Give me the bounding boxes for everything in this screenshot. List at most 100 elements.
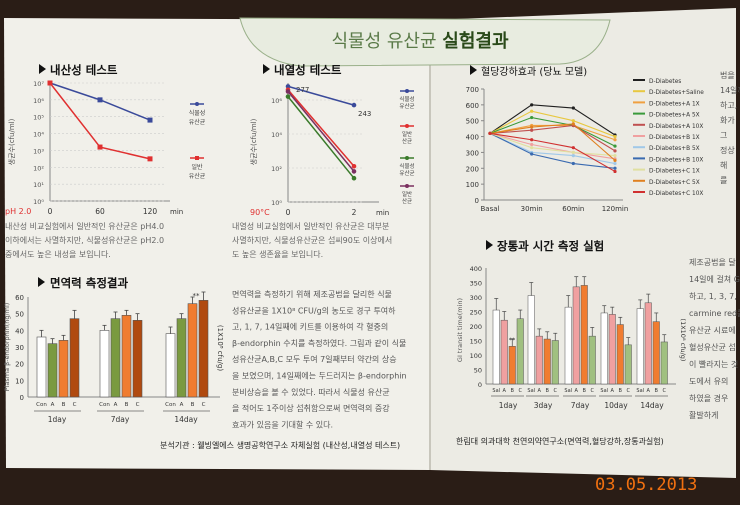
transit-bar-label: C — [519, 388, 523, 394]
glucose-data-point — [613, 144, 617, 148]
transit-bar-label: Sal — [600, 388, 608, 394]
acid-legend-marker-2 — [195, 156, 199, 160]
immune-bar-label: A — [51, 402, 55, 408]
page-title: 식물성 유산균 실험결과 — [331, 30, 509, 52]
immune-bar — [165, 333, 176, 398]
glucose-data-point — [613, 154, 617, 158]
glucose-legend-label: D-Diabetes+A 10X — [649, 124, 703, 130]
heat-legend-label-b: 유산균 — [399, 169, 414, 177]
transit-bar-label: A — [611, 388, 615, 394]
immune-bar — [176, 318, 187, 398]
right-edge-text: 정상 — [720, 145, 735, 155]
right-edge-text: 하고, — [720, 100, 737, 110]
heat-data-point — [351, 164, 357, 169]
heat-data-point — [351, 175, 357, 181]
glucose-data-point — [613, 138, 617, 142]
right-edge-text-2: carmine red를 — [689, 309, 740, 318]
glucose-legend-label: D-Diabetes — [649, 79, 681, 85]
heat-legend-label-b: 산균 — [402, 137, 412, 145]
heat-x-tick: 0 — [286, 208, 291, 217]
immune-bar-label: B — [62, 402, 66, 408]
panel-acid-bullet — [39, 64, 46, 74]
heat-legend-marker — [405, 124, 409, 128]
glucose-y-tick: 600 — [466, 102, 479, 110]
transit-bar-label: C — [627, 388, 631, 394]
panel-immune-bullet — [38, 277, 45, 287]
transit-bar — [600, 312, 608, 385]
immune-bar — [132, 320, 143, 398]
heat-x-tick: 2 — [352, 208, 357, 217]
footer-left: 분석기관 : 웰빙엘에스 생명공학연구소 자체실험 (내산성,내열성 테스트) — [160, 440, 400, 450]
transit-bar-label: B — [546, 388, 550, 394]
acid-x-tick: 60 — [95, 207, 105, 216]
transit-bar — [564, 306, 572, 385]
heat-x-unit: min — [376, 209, 389, 217]
right-edge-text-2: 제조공법을 달 — [689, 257, 736, 267]
immune-bar — [187, 303, 198, 398]
heat-data-point — [285, 89, 291, 94]
transit-day-label: 3day — [534, 401, 553, 410]
heat-legend-label-b: 산균 — [402, 197, 412, 205]
glucose-y-tick: 100 — [466, 181, 479, 189]
transit-y-label: GI transit time(min) — [456, 298, 464, 362]
glucose-data-point — [613, 166, 617, 170]
immune-y-tick: 50 — [15, 311, 24, 319]
transit-y-tick: 150 — [470, 338, 482, 346]
glucose-legend-label: D-Diabetes+Saline — [649, 90, 704, 96]
glucose-legend-label: D-Diabetes+C 5X — [649, 180, 700, 186]
glucose-data-point — [613, 149, 617, 153]
glucose-legend-label: D-Diabetes+A 1X — [649, 101, 700, 107]
transit-bar-label: Sal — [636, 388, 644, 394]
heat-data-point — [351, 169, 357, 174]
glucose-data-point — [613, 161, 617, 166]
acid-legend-marker-1 — [195, 102, 199, 106]
right-edge-text-2: 이 빨라지는 것 — [689, 359, 738, 369]
immune-bar-label: Con — [99, 402, 110, 408]
transit-bar-label: Sal — [527, 388, 535, 394]
immune-bar — [198, 300, 209, 398]
heat-label-243: 243 — [358, 110, 371, 118]
glucose-data-point — [613, 169, 617, 174]
heat-legend-label: 식물성 — [399, 162, 414, 170]
heat-y-label: 생균수(cfu/ml) — [249, 118, 258, 165]
immune-y-tick: 60 — [15, 294, 24, 302]
acid-condition: pH 2.0 — [5, 207, 31, 216]
right-edge-text-2: 도에서 유의 — [689, 376, 728, 386]
glucose-data-point — [530, 142, 534, 147]
panel-acid-title: 내산성 테스트 — [50, 63, 118, 77]
panel-heat-title: 내열성 테스트 — [274, 63, 342, 77]
glucose-y-tick: 300 — [466, 149, 479, 157]
heat-series-line — [287, 89, 355, 167]
heat-body-text: 내열성 비교실험에서 일반적인 유산균은 대부분 — [232, 221, 389, 231]
immune-body-text: 효과가 있음을 기대할 수 있다. — [232, 419, 333, 429]
immune-bar-label: B — [125, 402, 129, 408]
heat-body-text: 사멸하지만, 식물성유산균은 섭씨90도 이상에서 — [232, 235, 392, 245]
transit-bar — [508, 346, 516, 385]
panel-glucose-bullet — [470, 65, 477, 75]
right-edge-text-2: 하였을 경우 — [689, 393, 728, 403]
transit-y-tick: 200 — [470, 323, 482, 331]
right-edge-text: 법을 — [720, 70, 735, 80]
glucose-data-point — [530, 103, 534, 107]
transit-bar — [543, 338, 551, 385]
transit-bar-label: B — [511, 388, 515, 394]
glucose-legend-label: D-Diabetes+C 1X — [649, 169, 700, 175]
acid-data-point — [97, 97, 103, 103]
glucose-data-point — [530, 146, 534, 150]
date-stamp: 03.05.2013 — [595, 475, 697, 495]
transit-bar-label: A — [647, 388, 651, 394]
transit-y-tick: 250 — [470, 309, 482, 317]
heat-data-point — [351, 102, 357, 108]
acid-y-label: 생균수(cfu/ml) — [7, 118, 16, 165]
immune-bar-label: Con — [165, 402, 176, 408]
acid-legend-label-1b: 유산균 — [189, 118, 206, 126]
acid-body-text: 중에서도 높은 내성을 보입니다. — [5, 249, 111, 259]
heat-body-text: 도 높은 생존율을 보입니다. — [232, 249, 323, 259]
immune-bar-label: A — [114, 402, 118, 408]
transit-bar-label: B — [655, 388, 659, 394]
immune-bar — [36, 336, 47, 398]
acid-y-tick: 10⁰ — [33, 198, 44, 206]
immune-y-label: Plasma β-endorphin(ng/ml) — [3, 303, 11, 392]
immune-bar — [99, 330, 110, 398]
